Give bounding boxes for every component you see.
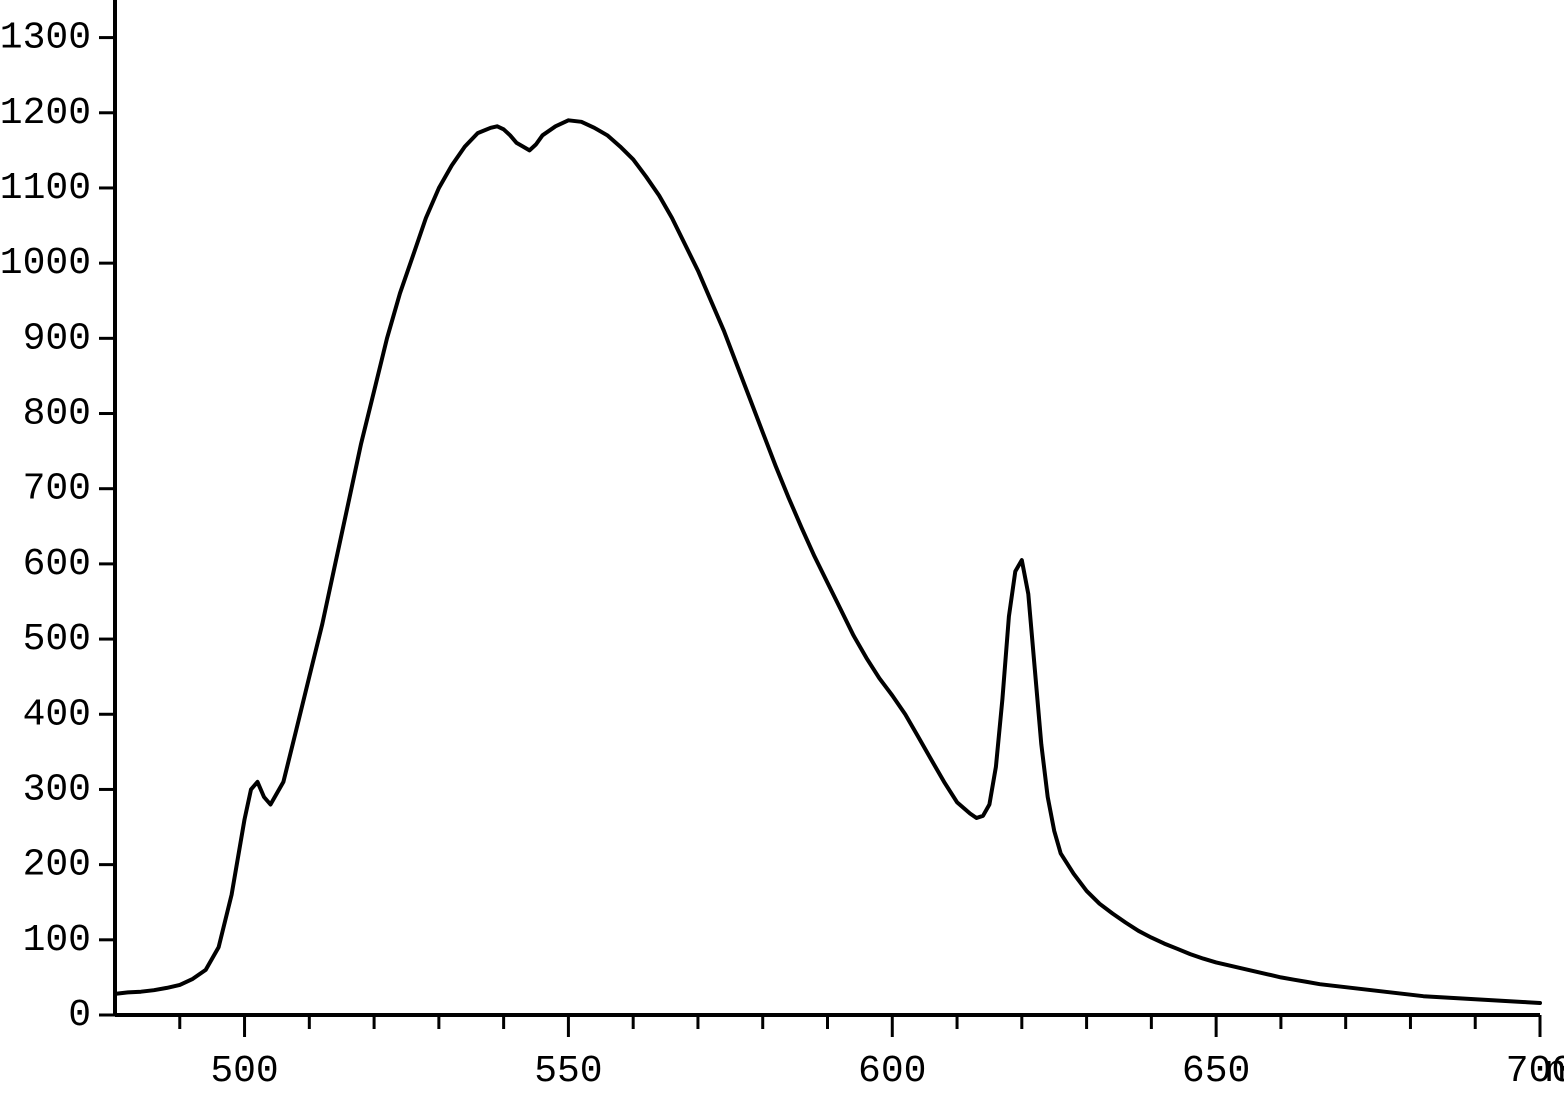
spectrum-chart: 0 100 200 300 400 500 600 700 800 900 1000 1100 1200… [0,0,1564,1093]
y-tick-label: 100 [23,919,91,962]
chart-svg: 0 100 200 300 400 500 600 700 800 900 1000 1100 1200… [0,0,1564,1093]
y-tick-label: 1100 [0,167,91,210]
x-axis-label: nm [1544,1050,1564,1093]
y-tick-label: 800 [23,393,91,436]
y-tick-label: 1200 [0,92,91,135]
spectrum-line [115,120,1540,1003]
y-tick-label: 400 [23,693,91,736]
x-tick-label: 550 [534,1050,602,1093]
x-tick-label: 600 [858,1050,926,1093]
x-tick-label: 650 [1182,1050,1250,1093]
y-tick-label: 1300 [0,17,91,60]
y-tick-label: 300 [23,768,91,811]
y-tick-label: 0 [68,994,91,1037]
y-tick-label: 600 [23,543,91,586]
y-tick-label: 700 [23,468,91,511]
y-tick-label: 1000 [0,242,91,285]
y-tick-label: 900 [23,317,91,360]
x-tick-label: 500 [210,1050,278,1093]
y-tick-label: 500 [23,618,91,661]
y-tick-label: 200 [23,844,91,887]
